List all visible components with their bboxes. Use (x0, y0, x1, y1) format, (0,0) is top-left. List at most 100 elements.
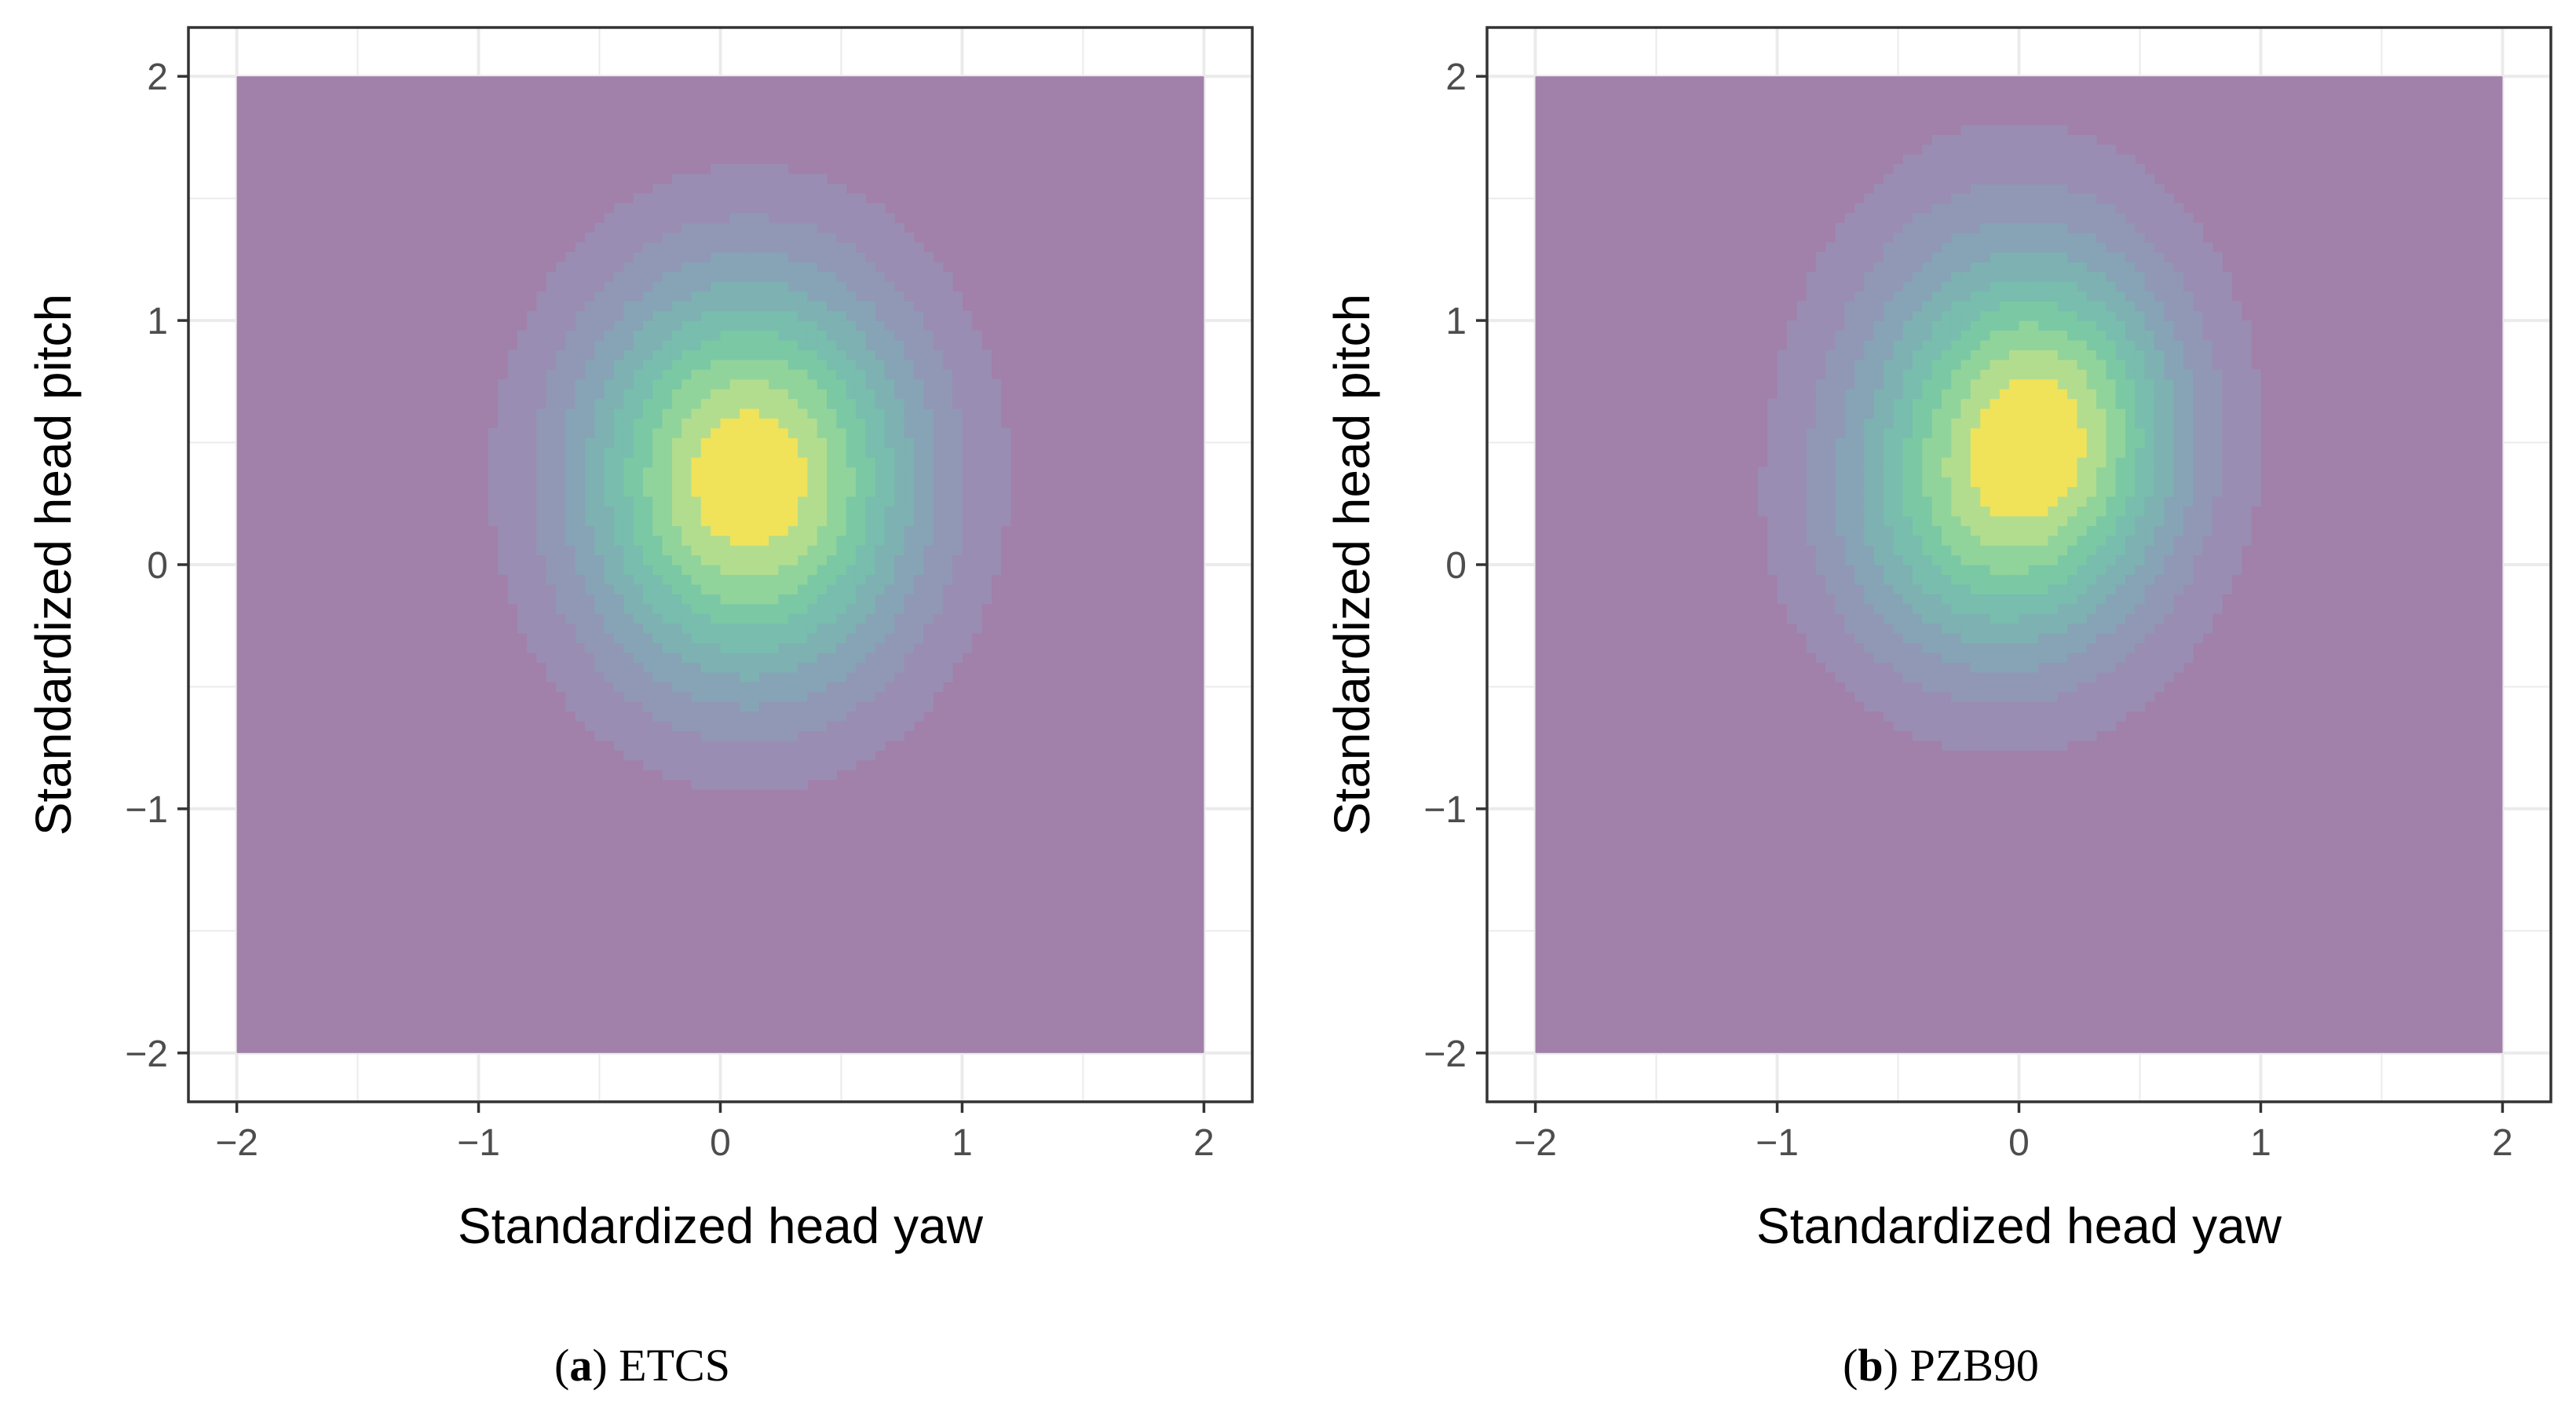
density-cell (1893, 682, 1904, 693)
density-cell (1960, 642, 1971, 653)
density-cell (1844, 554, 1855, 565)
density-cell (1777, 525, 1788, 536)
density-cell (2057, 398, 2068, 409)
density-cell (952, 320, 963, 331)
density-cell (2135, 515, 2146, 526)
density-cell (827, 613, 837, 624)
density-cell (2222, 574, 2233, 585)
density-cell (855, 565, 866, 576)
density-cell (1913, 349, 1923, 360)
density-cell (614, 408, 624, 419)
density-cell (836, 398, 847, 409)
density-cell (2057, 554, 2068, 565)
density-cell (740, 701, 751, 712)
density-cell (855, 271, 866, 282)
density-cell (2086, 642, 2097, 653)
density-cell (827, 662, 837, 673)
density-cell (817, 369, 828, 380)
density-cell (2009, 730, 2020, 741)
density-cell (1999, 291, 2010, 302)
density-cell (1902, 281, 1913, 292)
density-cell (1873, 271, 1884, 282)
density-cell (1844, 369, 1855, 380)
density-cell (865, 222, 876, 233)
density-cell (991, 486, 1002, 497)
density-cell (681, 418, 692, 429)
density-cell (807, 682, 818, 693)
density-cell (1864, 281, 1875, 292)
density-cell (1815, 515, 1826, 526)
density-cell (1951, 330, 1962, 341)
density-cell (623, 603, 634, 614)
density-cell (546, 359, 557, 370)
density-cell (778, 525, 789, 536)
density-cell (2038, 418, 2049, 429)
density-cell (2154, 457, 2165, 468)
density-cell (729, 320, 740, 331)
density-cell (836, 642, 847, 653)
density-cell (1786, 486, 1797, 497)
density-cell (740, 389, 751, 400)
density-cell (527, 359, 538, 370)
density-cell (798, 466, 808, 477)
density-cell (2028, 486, 2039, 497)
density-cell (787, 506, 798, 517)
density-cell (769, 427, 780, 438)
density-cell (2028, 359, 2039, 370)
density-cell (575, 271, 586, 282)
density-cell (894, 613, 905, 624)
density-cell (798, 339, 808, 350)
density-cell (1873, 565, 1884, 576)
density-cell (652, 339, 663, 350)
density-cell (1854, 408, 1865, 419)
density-cell (2212, 369, 2223, 380)
density-cell (1960, 301, 1971, 312)
density-cell (585, 427, 595, 438)
density-cell (1854, 642, 1865, 653)
density-cell (2019, 466, 2030, 477)
density-cell (565, 418, 576, 429)
density-cell (798, 320, 808, 331)
density-cell (623, 535, 634, 546)
density-cell (585, 682, 595, 693)
density-cell (1815, 496, 1826, 507)
density-cell (711, 623, 722, 634)
density-cell (807, 222, 818, 233)
density-cell (865, 691, 876, 702)
density-cell (691, 466, 702, 477)
density-cell (1951, 583, 1962, 594)
x-tick-label: 1 (952, 1122, 973, 1164)
density-cell (1844, 320, 1855, 331)
density-cell (740, 671, 751, 682)
density-cell (933, 379, 944, 390)
density-cell (1941, 349, 1952, 360)
density-cell (1902, 437, 1913, 448)
density-cell (1980, 418, 1991, 429)
density-cell (575, 330, 586, 341)
density-cell (507, 359, 518, 370)
density-cell (875, 671, 886, 682)
density-cell (2106, 447, 2117, 458)
density-cell (740, 642, 751, 653)
density-cell (2115, 496, 2126, 507)
density-cell (1902, 310, 1913, 321)
density-cell (787, 496, 798, 507)
density-cell (594, 427, 605, 438)
density-cell (614, 701, 624, 712)
density-cell (1806, 379, 1817, 390)
density-cell (1951, 545, 1962, 556)
density-cell (585, 545, 595, 556)
density-cell (2144, 477, 2155, 488)
density-cell (817, 418, 828, 429)
density-cell (749, 574, 760, 585)
density-cell (740, 496, 751, 507)
density-cell (740, 262, 751, 273)
density-cell (2125, 554, 2136, 565)
density-cell (807, 242, 818, 253)
density-cell (2135, 565, 2146, 576)
density-cell (836, 701, 847, 712)
density-cell (817, 349, 828, 360)
density-cell (585, 398, 595, 409)
density-cell (1864, 408, 1875, 419)
density-cell (787, 535, 798, 546)
